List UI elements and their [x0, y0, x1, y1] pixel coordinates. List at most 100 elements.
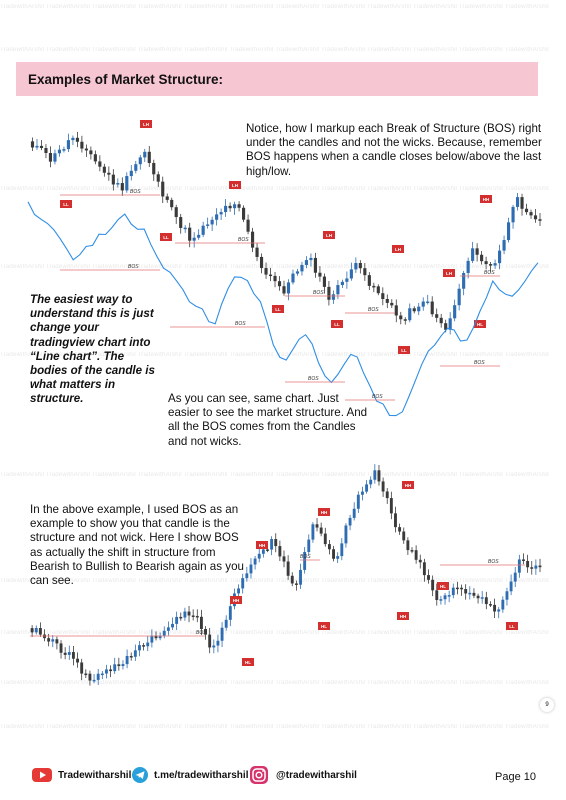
candle-body — [233, 204, 237, 209]
candle-body — [471, 248, 475, 261]
candle-body — [138, 645, 141, 651]
candle-body — [498, 250, 502, 264]
candle-body — [319, 527, 323, 534]
candle-body — [372, 285, 376, 288]
hl-label-box — [437, 582, 449, 590]
hl-label-box — [474, 320, 486, 328]
watermark: TradewithArshil TradewithArshil Tradewit… — [0, 4, 549, 10]
youtube-link[interactable]: Tradewitharshil — [58, 770, 132, 781]
candle-body — [385, 299, 389, 303]
candle-body — [509, 581, 513, 592]
candle-body — [237, 588, 241, 594]
candle-body — [394, 513, 397, 528]
watermark: TradewithArshil TradewithArshil Tradewit… — [0, 680, 549, 686]
candle-body — [484, 261, 488, 265]
candle-body — [408, 308, 412, 321]
candle-body — [242, 207, 246, 220]
ll-label-box — [160, 233, 172, 241]
watermark: TradewithArshil TradewithArshil Tradewit… — [0, 472, 549, 478]
candle-body — [255, 247, 259, 257]
candle-body — [530, 567, 534, 569]
candle-body — [125, 176, 129, 191]
hl-label: HL — [440, 584, 446, 589]
candle-body — [191, 615, 195, 617]
candle-body — [201, 225, 205, 235]
candlestick-chart-top: BOS BOS BOS BOS BOS LH LL LH LL LH LH LL LL LL LH HH HL B… — [27, 120, 542, 417]
candle-body — [117, 664, 121, 667]
candle-body — [268, 274, 273, 277]
ll-label-box — [60, 200, 72, 208]
hl-label: HL — [245, 660, 251, 665]
lh-label: LH — [232, 183, 238, 188]
candle-body — [315, 524, 319, 528]
candle-body — [84, 673, 88, 676]
candle-body — [468, 592, 472, 595]
candle-body — [410, 550, 414, 552]
candle-body — [376, 286, 380, 294]
hl-label-box — [318, 622, 330, 630]
candle-body — [208, 634, 212, 648]
candle-body — [80, 141, 84, 149]
lh-label: LH — [326, 233, 332, 238]
candle-body — [309, 257, 313, 261]
hl-label: HL — [477, 322, 483, 327]
candle-body — [462, 273, 466, 289]
instagram-link[interactable]: @tradewitharshil — [276, 770, 357, 781]
candle-body — [460, 587, 463, 590]
hh-label-box — [397, 612, 409, 620]
candle-body — [448, 318, 452, 330]
candle-body — [381, 481, 385, 492]
candle-body — [120, 183, 124, 191]
candle-body — [538, 219, 542, 221]
candle-body — [142, 645, 146, 647]
candle-body — [146, 642, 150, 647]
candle-body — [455, 587, 459, 590]
candle-body — [257, 553, 261, 559]
section-title: Examples of Market Structure: — [28, 72, 224, 87]
hh-label-box — [230, 596, 242, 604]
candle-body — [524, 208, 529, 213]
line-chart-series — [27, 201, 539, 417]
candle-body — [294, 583, 298, 585]
candle-body — [451, 587, 455, 596]
candle-body — [179, 217, 183, 228]
candle-body — [273, 275, 277, 282]
candle-body — [406, 540, 410, 551]
candle-body — [344, 525, 348, 544]
candle-body — [166, 627, 170, 631]
hl-label-box — [242, 658, 254, 666]
candle-body — [291, 273, 295, 283]
candle-body — [210, 219, 214, 225]
telegram-icon[interactable] — [132, 767, 148, 783]
candle-body — [480, 597, 484, 599]
candle-body — [129, 655, 133, 658]
candle-body — [63, 652, 67, 655]
section-banner: Examples of Market Structure: — [16, 62, 538, 96]
candle-body — [204, 628, 207, 635]
bos-label: BOS — [308, 376, 319, 382]
bos-label: BOS — [372, 394, 383, 400]
candle-body — [187, 611, 191, 616]
bos-label: BOS — [474, 360, 485, 366]
candle-body — [399, 315, 403, 320]
candle-body — [30, 141, 35, 148]
bos-label: BOS — [313, 290, 324, 296]
lh-label-box — [140, 120, 152, 128]
watermark: TradewithArshil TradewithArshil Tradewit… — [0, 578, 549, 584]
candle-body — [264, 268, 268, 275]
youtube-icon[interactable] — [32, 768, 52, 782]
hh-label-box — [318, 508, 330, 516]
candle-body — [501, 599, 505, 610]
instagram-icon[interactable] — [250, 766, 268, 784]
candle-body — [307, 539, 311, 552]
candle-body — [349, 269, 353, 279]
candle-body — [89, 150, 93, 155]
candle-body — [266, 549, 269, 551]
candle-body — [66, 140, 70, 150]
note-line-chart: The easiest way to understand this is ju… — [30, 293, 155, 406]
watermark: TradewithArshil TradewithArshil Tradewit… — [0, 630, 549, 636]
candle-body — [88, 673, 92, 681]
telegram-link[interactable]: t.me/tradewitharshil — [154, 770, 249, 781]
candle-body — [98, 161, 102, 167]
